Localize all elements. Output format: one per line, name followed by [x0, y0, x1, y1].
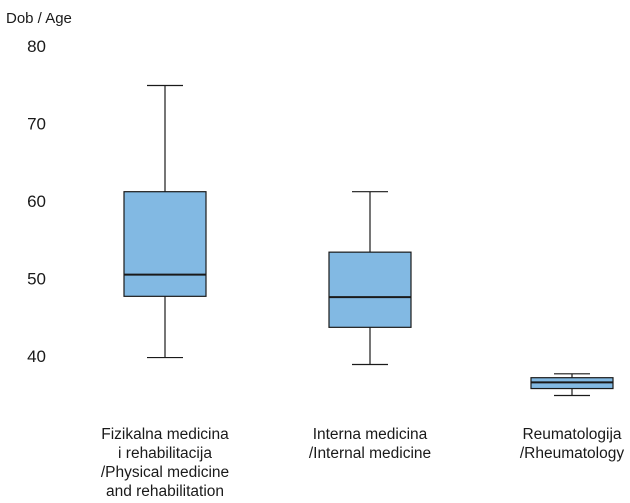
- y-tick-label: 70: [27, 115, 46, 134]
- x-category-label-line: /Rheumatology: [520, 445, 625, 462]
- x-category-label-line: Interna medicina: [313, 426, 428, 443]
- x-category-label-line: /Internal medicine: [309, 445, 431, 462]
- box-3: [530, 373, 614, 397]
- x-category-label-line: /Physical medicine: [101, 464, 229, 481]
- box-2: [328, 191, 412, 366]
- x-category-label: Interna medicina/Internal medicine: [309, 426, 431, 462]
- x-axis-categories: Fizikalna medicina i rehabilitacija/Physi…: [101, 426, 625, 500]
- y-tick-label: 50: [27, 270, 46, 289]
- box-series: [123, 84, 614, 397]
- iqr-box: [328, 251, 412, 328]
- y-axis-ticks: 40 50 60 70 80: [27, 37, 46, 366]
- y-axis-title: Dob / Age: [6, 10, 72, 27]
- x-category-label-line: Fizikalna medicina: [101, 426, 229, 443]
- x-category-label: Fizikalna medicina i rehabilitacija/Physi…: [101, 426, 229, 500]
- iqr-box: [123, 191, 207, 297]
- y-tick-label: 80: [27, 37, 46, 56]
- y-tick-label: 60: [27, 192, 46, 211]
- box-1: [123, 84, 207, 359]
- y-tick-label: 40: [27, 347, 46, 366]
- x-category-label: Reumatologija/Rheumatology: [520, 426, 625, 462]
- x-category-label-line: Reumatologija: [522, 426, 621, 443]
- x-category-label-line: and rehabilitation: [106, 483, 224, 500]
- x-category-label-line: i rehabilitacija: [118, 445, 212, 462]
